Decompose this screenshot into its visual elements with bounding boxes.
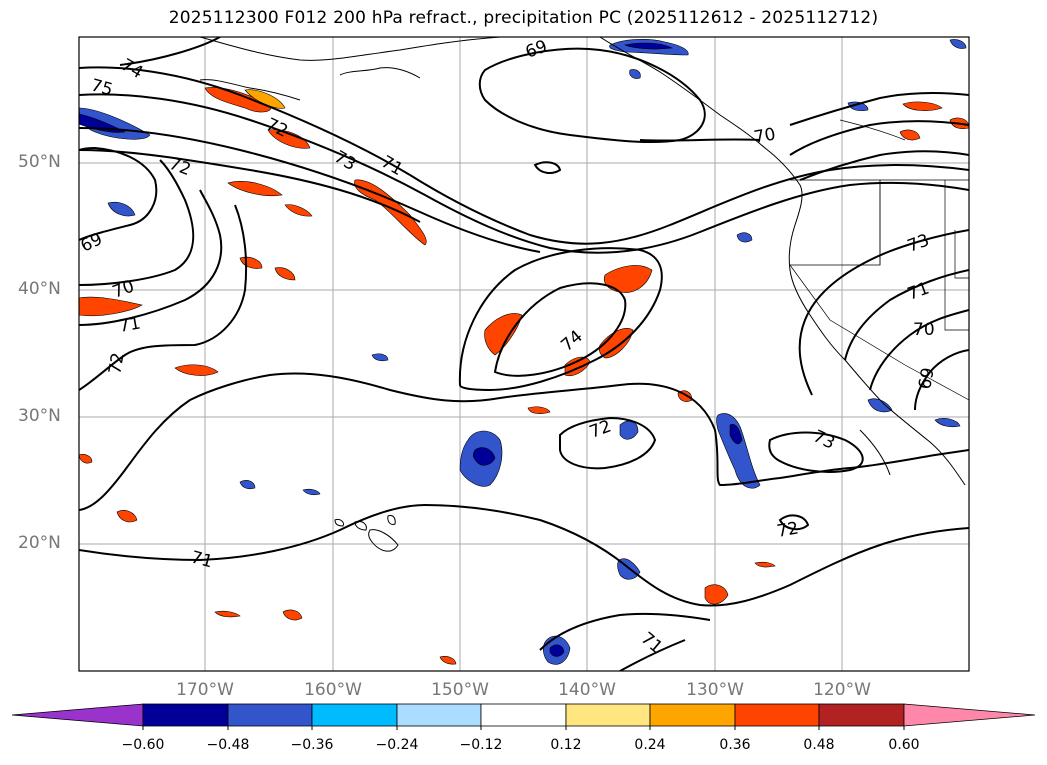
contour-label: 71: [117, 313, 142, 336]
contour-label: 70: [913, 320, 935, 340]
lon-label: 150°W: [431, 680, 489, 700]
colorbar-extend-high: [903, 703, 1036, 727]
lat-label: 20°N: [18, 533, 61, 553]
lon-label: 130°W: [686, 680, 744, 700]
contour-label: 72: [775, 518, 800, 541]
colorbar-tick-label: 0.60: [888, 737, 920, 753]
colorbar-extend-low: [11, 703, 144, 727]
contour-label: 71: [189, 548, 215, 573]
contour-label: 75: [89, 76, 115, 101]
contour-label: 74: [557, 327, 586, 356]
contour-label: 72: [105, 351, 128, 376]
colorbar-tick-label: 0.48: [803, 737, 835, 753]
contour-label: 73: [810, 426, 838, 453]
colorbar: [11, 703, 1036, 730]
contour-label: 71: [378, 152, 407, 180]
political-borders: [789, 119, 969, 401]
precip-negative-areas: [79, 39, 967, 665]
colorbar-tick-label: −0.60: [121, 737, 165, 753]
contour-label: 69: [523, 37, 550, 63]
colorbar-tick-label: 0.12: [550, 737, 582, 753]
coastlines: [199, 37, 966, 552]
lat-label: 30°N: [18, 406, 61, 426]
colorbar-tick-label: −0.12: [459, 737, 503, 753]
lon-label: 120°W: [813, 680, 871, 700]
lat-label: 40°N: [18, 279, 61, 299]
contour-label: 73: [905, 231, 932, 257]
graticule: [79, 37, 969, 671]
map-title: 2025112300 F012 200 hPa refract., precip…: [168, 8, 879, 28]
contour-label: 74: [118, 55, 147, 83]
lon-label: 170°W: [176, 680, 234, 700]
contour-label: 71: [637, 629, 666, 658]
lon-label: 160°W: [304, 680, 362, 700]
contour-label: 70: [752, 124, 777, 147]
lat-label: 50°N: [18, 152, 61, 172]
precip-positive-areas: [79, 87, 969, 665]
map-frame: [78, 36, 970, 672]
contour-labels: 74 75 72 72 73 71 69 70 71 72 69 70 74 7…: [79, 37, 939, 658]
colorbar-tick-label: 0.24: [634, 737, 666, 753]
colorbar-tick-label: −0.24: [375, 737, 419, 753]
colorbar-tick-label: −0.36: [290, 737, 334, 753]
refractivity-contours: [79, 37, 969, 671]
contour-label: 69: [915, 366, 938, 391]
lon-label: 140°W: [558, 680, 616, 700]
colorbar-tick-label: −0.48: [206, 737, 250, 753]
colorbar-tick-label: 0.36: [719, 737, 751, 753]
